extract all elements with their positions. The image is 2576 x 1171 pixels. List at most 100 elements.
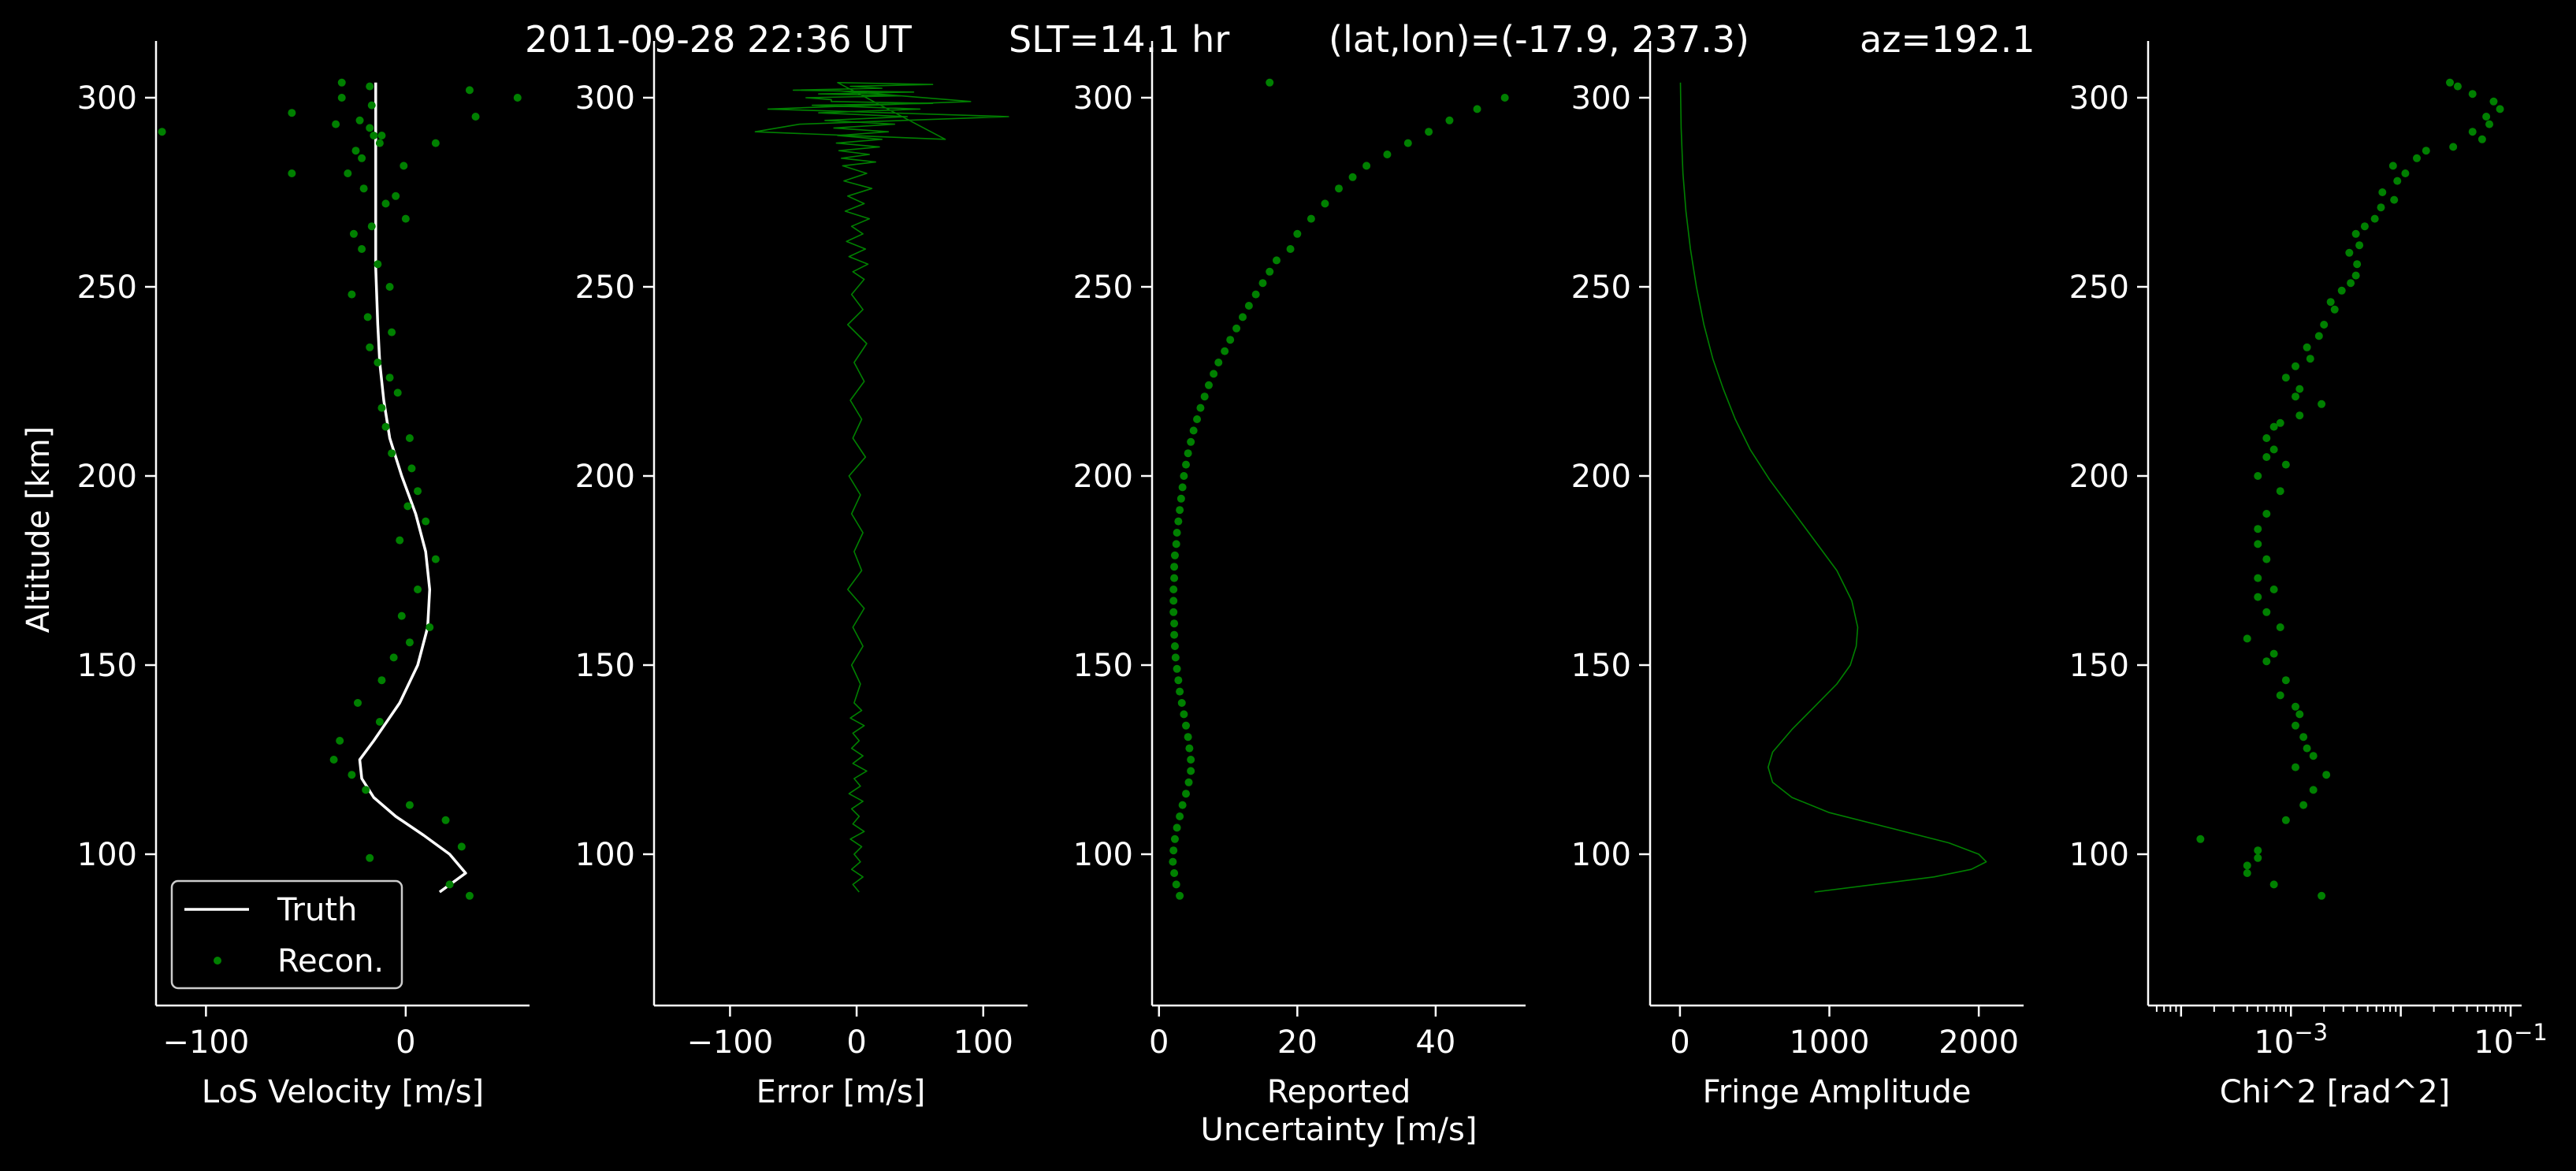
- data-point: [2262, 555, 2271, 563]
- data-point: [2276, 487, 2284, 496]
- data-point: [396, 536, 404, 545]
- y-tick-label: 300: [1571, 80, 1631, 117]
- data-point: [288, 109, 296, 117]
- data-point: [407, 464, 416, 473]
- data-point: [2330, 305, 2339, 314]
- data-point: [1221, 347, 1229, 355]
- data-point: [358, 154, 366, 162]
- data-point: [471, 113, 480, 121]
- data-point: [2413, 154, 2422, 162]
- y-tick-label: 200: [2069, 459, 2129, 495]
- data-point: [2292, 763, 2300, 771]
- data-point: [1176, 494, 1185, 503]
- data-point: [2276, 418, 2284, 427]
- data-point: [1273, 256, 1281, 265]
- data-point: [2269, 649, 2278, 658]
- data-point: [377, 132, 386, 139]
- data-point: [1232, 324, 1241, 333]
- data-point: [513, 94, 522, 102]
- data-point: [1266, 267, 1274, 276]
- y-tick-label: 300: [575, 80, 635, 117]
- x-tick-label: 20: [1277, 1024, 1318, 1061]
- data-point: [2370, 214, 2379, 223]
- data-point: [359, 184, 368, 193]
- data-point: [2318, 400, 2326, 408]
- data-point: [348, 290, 356, 299]
- data-point: [2292, 702, 2300, 711]
- data-point: [2292, 721, 2300, 730]
- data-point: [445, 880, 454, 889]
- data-point: [2281, 374, 2290, 382]
- data-point: [1169, 857, 1177, 866]
- data-point: [1170, 574, 1179, 582]
- data-point: [1176, 812, 1184, 820]
- data-point: [366, 82, 374, 91]
- data-point: [366, 124, 374, 132]
- data-point: [2445, 78, 2454, 87]
- data-point: [2326, 298, 2335, 307]
- suptitle: 2011-09-28 22:36 UT SLT=14.1 hr (lat,lon…: [525, 18, 2035, 61]
- data-point: [2254, 472, 2262, 480]
- x-tick-label: 2000: [1939, 1024, 2019, 1061]
- x-tick-label: 0: [1670, 1024, 1689, 1061]
- data-point: [288, 169, 296, 177]
- data-point: [2292, 392, 2300, 401]
- data-point: [1176, 891, 1184, 900]
- data-point: [2254, 593, 2262, 601]
- data-point: [2355, 241, 2364, 250]
- data-point: [1170, 619, 1179, 628]
- data-point: [2388, 162, 2397, 170]
- data-point: [457, 842, 466, 851]
- y-tick-label: 200: [77, 459, 137, 495]
- x-axis-label: Error [m/s]: [756, 1074, 926, 1110]
- data-point: [1176, 687, 1184, 696]
- data-point: [336, 737, 344, 745]
- y-tick-label: 150: [2069, 648, 2129, 684]
- data-point: [337, 78, 346, 87]
- data-point: [1169, 586, 1178, 593]
- data-point: [1187, 767, 1195, 775]
- data-point: [1170, 835, 1179, 843]
- y-tick-label: 150: [575, 648, 635, 684]
- data-point: [1286, 245, 1295, 253]
- data-point: [401, 214, 410, 223]
- data-point: [2496, 105, 2504, 113]
- data-point: [414, 487, 422, 496]
- data-point: [1170, 642, 1179, 650]
- data-point: [2295, 385, 2304, 393]
- x-tick-label: 0: [1149, 1024, 1169, 1061]
- y-tick-label: 200: [1073, 459, 1133, 495]
- data-point: [348, 771, 356, 779]
- data-point: [1171, 653, 1180, 662]
- data-point: [2422, 147, 2430, 155]
- suptitle-date: 2011-09-28 22:36 UT: [525, 18, 913, 61]
- x-tick-label: 100: [953, 1024, 1013, 1061]
- data-point: [1170, 551, 1179, 559]
- y-tick-label: 250: [77, 270, 137, 306]
- y-tick-label: 150: [77, 648, 137, 684]
- data-point: [441, 816, 450, 824]
- data-point: [362, 786, 370, 794]
- x-axis-label: LoS Velocity [m/s]: [202, 1074, 484, 1110]
- data-point: [422, 517, 430, 526]
- suptitle-az: az=192.1: [1860, 18, 2035, 61]
- data-point: [2281, 460, 2290, 469]
- data-point: [349, 229, 358, 238]
- data-point: [2254, 853, 2262, 862]
- data-point: [2378, 188, 2387, 196]
- data-point: [367, 101, 376, 110]
- suptitle-slt: SLT=14.1 hr: [1009, 18, 1229, 61]
- data-point: [1184, 778, 1193, 786]
- data-point: [337, 94, 346, 102]
- data-point: [344, 169, 352, 177]
- data-point: [2269, 880, 2278, 889]
- data-point: [2276, 691, 2284, 700]
- data-point: [2401, 169, 2410, 177]
- data-point: [367, 222, 376, 231]
- data-point: [2351, 229, 2360, 238]
- data-point: [2269, 422, 2278, 431]
- x-tick-label: 10−3: [2254, 1019, 2328, 1061]
- data-point: [1176, 506, 1184, 515]
